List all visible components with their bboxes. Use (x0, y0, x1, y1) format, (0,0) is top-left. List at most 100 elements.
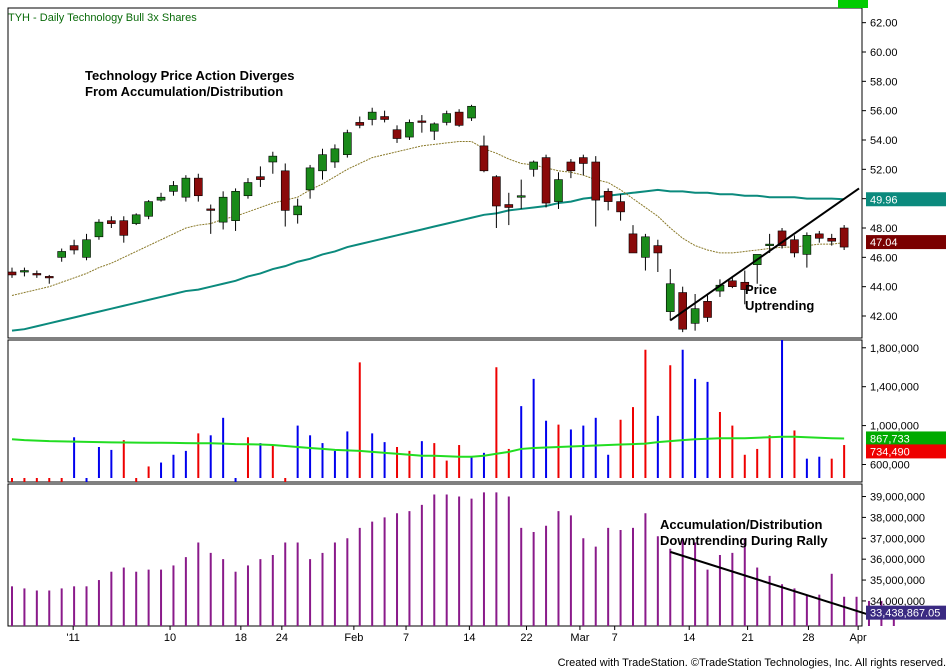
candlesticks (7, 104, 849, 333)
y-tick-label: 1,400,000 (870, 382, 919, 394)
candle-body (7, 271, 17, 276)
chart-title: TYH - Daily Technology Bull 3x Shares (8, 12, 197, 24)
y-tick-label: 54.00 (870, 135, 898, 147)
y-axis-ticks: 62.0060.0058.0056.0054.0052.0050.0048.00… (862, 18, 925, 608)
x-axis-ticks: '11 10 18 24 Feb 7 14 22 Mar 7 14 21 28 Apr (66, 626, 867, 644)
value-flag (866, 192, 946, 207)
y-tick-label: 60.00 (870, 47, 898, 59)
candle-body (703, 301, 712, 318)
candle-body (318, 154, 327, 172)
x-tick-label: Apr (850, 632, 867, 644)
x-tick-label: 10 (164, 632, 176, 644)
candle-body (467, 105, 476, 119)
candle-body (554, 179, 563, 202)
y-tick-label: 58.00 (870, 76, 898, 88)
candle-body (355, 122, 365, 126)
candle-body (156, 196, 166, 201)
x-tick-label: 14 (683, 632, 695, 644)
sma-fast-line (11, 140, 845, 296)
candle-body (181, 177, 191, 198)
candle-body (144, 201, 153, 217)
candle-body (380, 116, 389, 120)
candle-body (405, 122, 414, 138)
y-tick-label: 38,000,000 (870, 512, 925, 524)
y-tick-label: 42.00 (870, 311, 898, 323)
y-tick-label: 36,000,000 (870, 554, 925, 566)
annotation-divergence-line1: Technology Price Action Diverges (85, 68, 295, 83)
y-tick-label: 56.00 (870, 106, 898, 118)
candle-body (57, 251, 66, 258)
candle-body (243, 182, 253, 197)
candle-body (591, 161, 601, 201)
window-control-button[interactable] (838, 0, 868, 8)
candle-body (765, 243, 774, 246)
x-tick-label: Feb (344, 632, 363, 644)
candle-body (44, 276, 54, 279)
candle-body (839, 227, 849, 248)
y-tick-label: 600,000 (870, 459, 910, 471)
value-flag-label: 49.96 (870, 194, 898, 206)
value-flag-label: 867,733 (870, 433, 910, 445)
annotation-price: Price (745, 282, 777, 297)
y-tick-label: 62.00 (870, 18, 898, 30)
value-flag (866, 235, 946, 250)
candle-body (690, 308, 700, 324)
candle-body (579, 157, 588, 164)
candle-body (293, 205, 302, 216)
y-tick-label: 1,800,000 (870, 343, 919, 355)
x-tick-label: 22 (520, 632, 532, 644)
annotation-divergence-line2: From Accumulation/Distribution (85, 84, 283, 99)
candle-body (256, 176, 265, 180)
value-flag-label: 734,490 (870, 446, 910, 458)
candle-body (69, 245, 79, 251)
value-flag-label: 47.04 (870, 237, 898, 249)
x-tick-label: Mar (570, 632, 589, 644)
accum-dist-bars (11, 492, 895, 626)
moving-average-lines (11, 140, 845, 332)
candle-body (417, 120, 427, 123)
x-tick-label: '11 (66, 632, 80, 644)
candle-body (790, 239, 799, 254)
annotation-ad-line2: Downtrending During Rally (660, 533, 828, 548)
candle-body (367, 111, 377, 120)
x-tick-label: 24 (276, 632, 288, 644)
candle-body (82, 239, 91, 258)
candle-body (541, 157, 551, 204)
x-tick-label: 14 (463, 632, 475, 644)
y-tick-label: 39,000,000 (870, 492, 925, 504)
x-tick-label: 18 (235, 632, 247, 644)
candle-body (268, 155, 278, 163)
volume-average-line (11, 435, 845, 458)
value-flag (866, 431, 946, 446)
x-tick-label: 7 (403, 632, 409, 644)
trendlines (669, 187, 882, 620)
annotation-uptrending: Uptrending (745, 298, 814, 313)
candle-body (454, 111, 464, 126)
candle-body (814, 233, 824, 239)
y-tick-label: 37,000,000 (870, 533, 925, 545)
candle-body (206, 208, 216, 211)
candle-body (131, 214, 141, 224)
candle-body (529, 161, 538, 170)
y-tick-label: 48.00 (870, 223, 898, 235)
y-tick-label: 35,000,000 (870, 575, 925, 587)
candle-body (330, 148, 340, 163)
candle-body (94, 221, 104, 238)
footer-credit: Created with TradeStation. ©TradeStation… (558, 657, 946, 669)
candle-body (616, 201, 625, 213)
y-tick-label: 1,000,000 (870, 421, 919, 433)
value-flag (866, 444, 946, 459)
price-trendline (669, 187, 860, 322)
candle-body (728, 280, 737, 287)
x-tick-label: 28 (802, 632, 814, 644)
candle-body (280, 170, 290, 211)
candle-body (492, 176, 501, 207)
candle-body (641, 236, 650, 258)
value-flag (866, 605, 946, 620)
candle-body (504, 204, 514, 208)
y-tick-label: 34,000,000 (870, 596, 925, 608)
candle-body (740, 281, 750, 290)
candle-body (442, 113, 452, 123)
